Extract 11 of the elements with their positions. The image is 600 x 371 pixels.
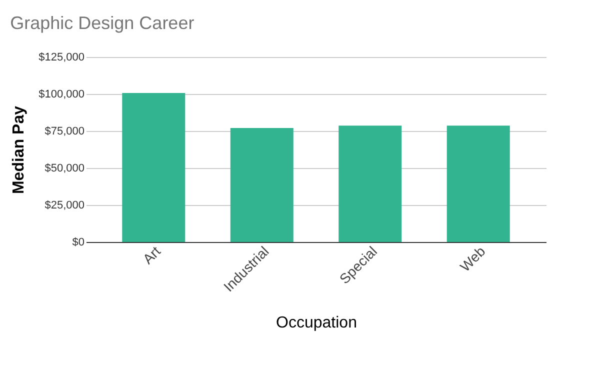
y-tick-label: $125,000 — [38, 52, 84, 64]
chart-title: Graphic Design Career — [10, 13, 194, 33]
y-tick-label: $0 — [72, 236, 84, 248]
y-tick-label: $50,000 — [44, 162, 84, 174]
x-axis-title: Occupation — [276, 314, 357, 332]
y-tick-label: $100,000 — [38, 88, 84, 100]
x-tick-label: Web — [456, 242, 488, 275]
y-tick-label: $25,000 — [44, 200, 84, 212]
x-tick-label: Art — [140, 243, 164, 268]
y-axis-title: Median Pay — [10, 106, 28, 194]
y-tick-label: $75,000 — [44, 126, 84, 138]
